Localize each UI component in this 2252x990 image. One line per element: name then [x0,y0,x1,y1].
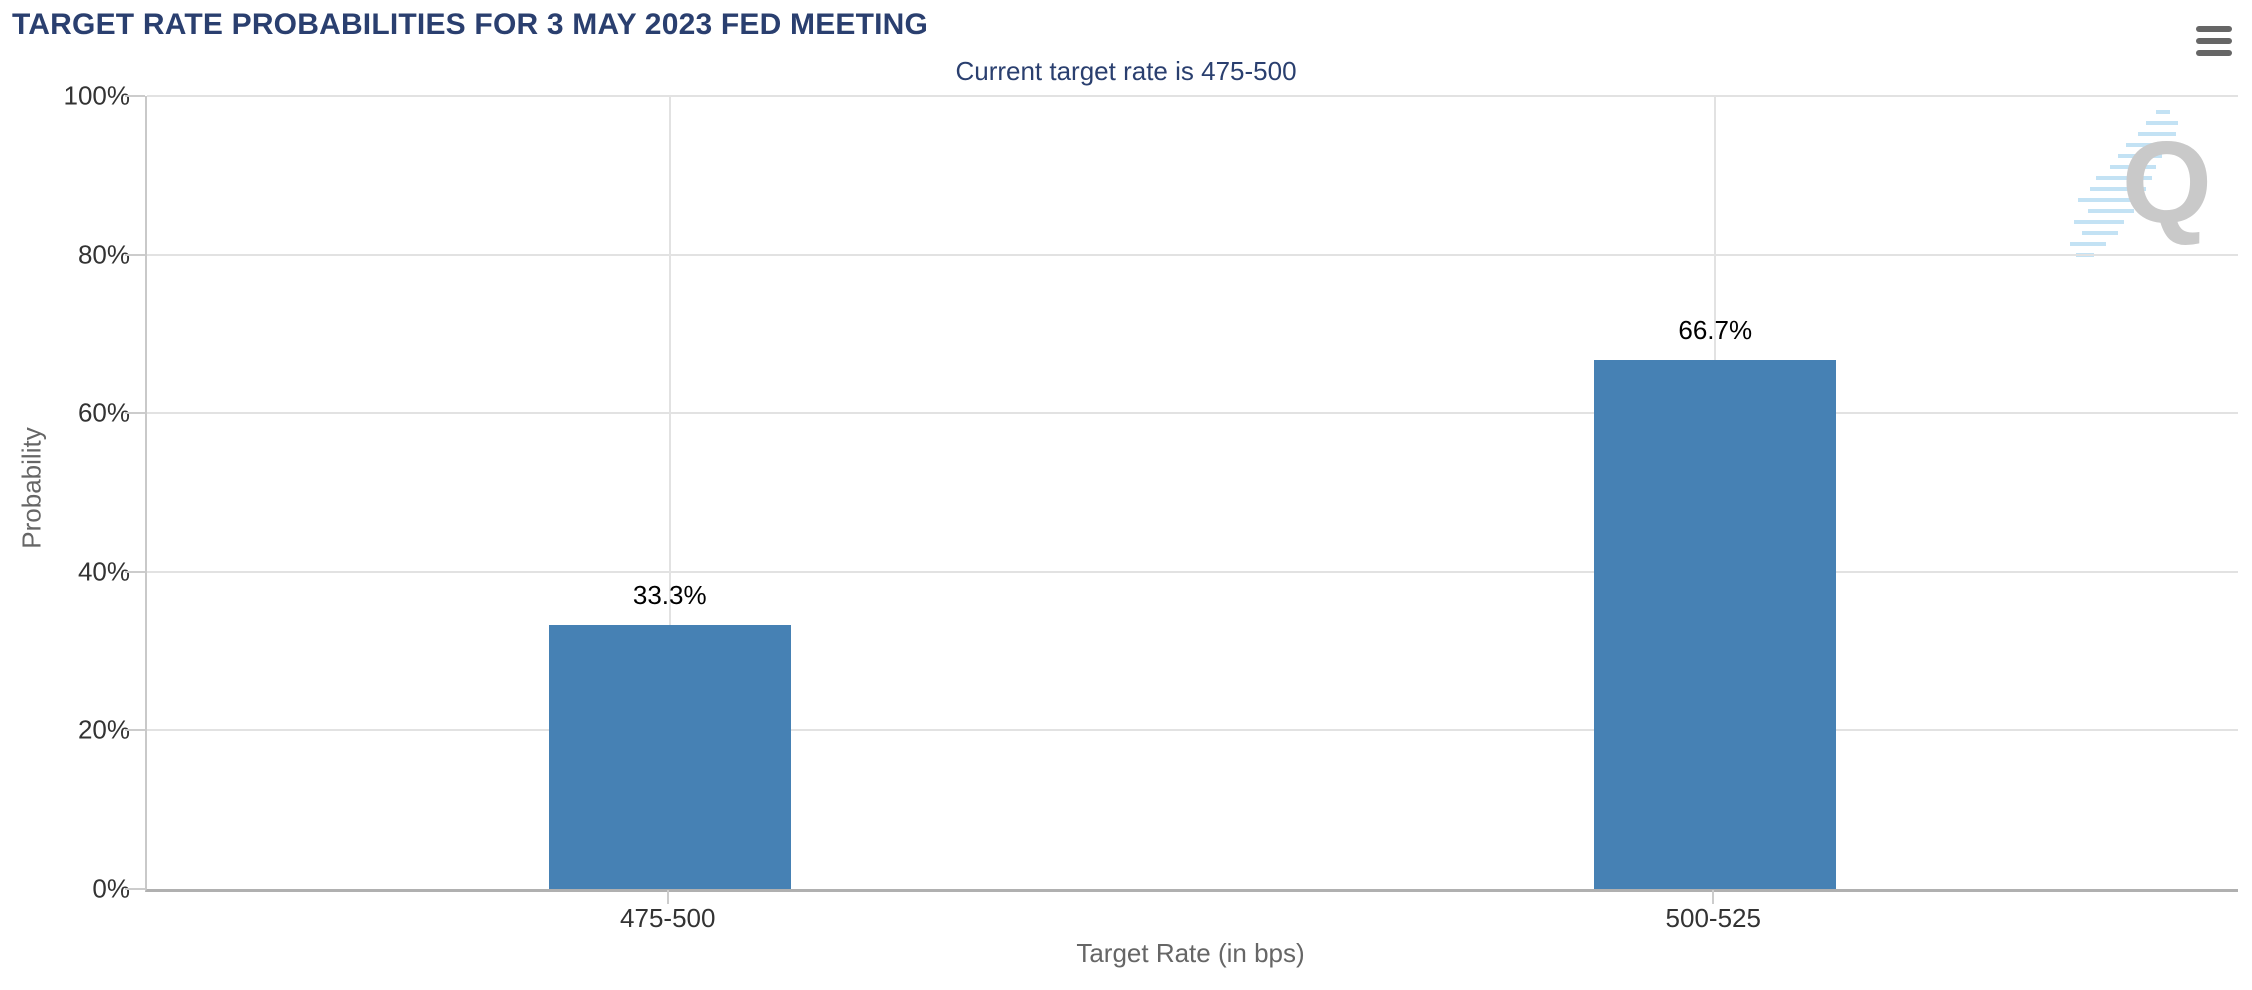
hamburger-icon [2196,50,2232,56]
y-gridline [147,729,2238,732]
y-tick-label: 100% [63,80,131,111]
quikstrike-q-watermark: Q [2064,104,2214,274]
y-tick-label: 40% [77,556,130,587]
watermark-hatch-lines [2070,110,2178,257]
y-tick-mark [125,570,145,573]
hamburger-icon [2196,26,2232,32]
plot-area: Q 33.3% 66.7% [145,95,2238,892]
q-logo-letter: Q [2121,117,2212,247]
y-tick-mark [125,253,145,256]
y-axis-tick-marks [125,95,145,890]
y-tick-label: 20% [77,714,130,745]
y-gridline [147,95,2238,97]
x-tick-label: 475-500 [620,903,716,933]
x-axis-labels: 475-500 500-525 [145,903,2236,937]
bar-value-label: 33.3% [632,579,707,610]
y-tick-label: 60% [77,397,130,428]
y-tick-label: 0% [92,873,130,904]
y-axis-labels: 0% 20% 40% 60% 80% 100% [0,81,131,904]
x-tick-label: 500-525 [1665,903,1761,933]
y-tick-mark [125,412,145,415]
bar-475-500[interactable] [548,624,791,889]
x-axis-title: Target Rate (in bps) [1076,938,1305,968]
y-gridline [147,570,2238,573]
y-tick-mark [125,888,145,890]
hamburger-icon [2196,38,2232,44]
x-tick-mark [1712,890,1715,904]
y-tick-label: 80% [77,239,130,270]
y-tick-mark [125,95,145,97]
x-axis-tick-marks [145,890,2236,904]
x-tick-mark [666,890,669,904]
x-gridline [668,96,671,889]
bar-value-label: 66.7% [1678,315,1753,346]
chart-context-menu-button[interactable] [2196,26,2232,56]
chart-subtitle: Current target rate is 475-500 [955,56,1297,86]
y-gridline [147,253,2238,256]
bar-500-525[interactable] [1594,360,1837,889]
y-tick-mark [125,729,145,732]
chart-title: TARGET RATE PROBABILITIES FOR 3 MAY 2023… [12,8,929,41]
y-gridline [147,412,2238,415]
